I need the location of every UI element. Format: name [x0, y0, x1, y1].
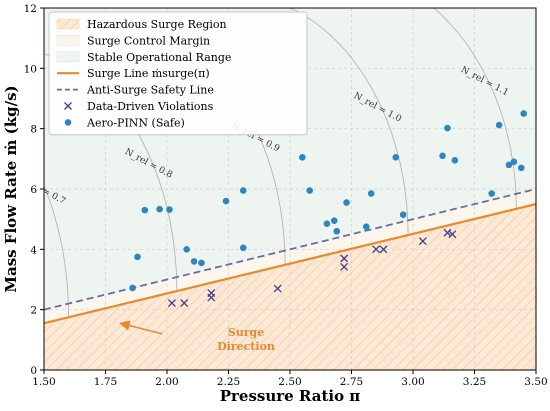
violation-point — [372, 245, 381, 254]
annotation-line-1: Surge — [228, 326, 264, 339]
safe-point — [190, 258, 198, 265]
safe-point — [488, 190, 496, 197]
x-axis-label: Pressure Ratio π — [220, 387, 361, 405]
violation-point — [448, 230, 457, 239]
legend-label: Hazardous Surge Region — [87, 18, 227, 31]
safe-point — [330, 217, 338, 224]
legend-entry: Stable Operational Range — [56, 51, 231, 64]
violation-point — [167, 299, 176, 307]
safe-point — [399, 211, 407, 218]
safe-point — [520, 110, 527, 117]
violation-point — [273, 284, 282, 293]
y-tick-label: 2 — [30, 305, 37, 317]
y-tick-label: 12 — [24, 3, 37, 15]
x-tick-label: 3.00 — [401, 376, 424, 388]
speed-line — [433, 8, 517, 209]
safe-point — [333, 227, 341, 235]
anti-surge-safety-line — [44, 188, 536, 311]
legend-label: Anti-Surge Safety Line — [86, 84, 214, 97]
x-tick-label: 2.00 — [155, 376, 178, 388]
violation-point — [443, 228, 452, 237]
legend-entry: Data-Driven Violations — [64, 100, 214, 113]
safe-point — [392, 154, 400, 161]
violation-point — [340, 254, 349, 263]
x-axis-ticks: 1.50 1.75 2.00 2.25 2.50 2.75 3.00 3.25 3.50 — [32, 370, 548, 388]
legend-entry: Surge Control Margin — [56, 34, 210, 47]
safe-point — [134, 253, 141, 261]
x-tick-label: 2.75 — [340, 376, 363, 388]
violation-point — [180, 299, 189, 307]
y-tick-label: 0 — [30, 365, 37, 377]
safe-point — [299, 154, 306, 161]
legend-label: Aero-PINN (Safe) — [86, 116, 185, 129]
legend-box — [48, 11, 308, 136]
safe-point — [166, 206, 173, 213]
x-tick-label: 1.50 — [32, 376, 55, 388]
safe-point — [141, 206, 149, 214]
speed-line — [289, 8, 409, 236]
safe-point — [239, 244, 247, 252]
violation-point — [340, 262, 349, 271]
legend-label: Surge Line ṁsurge(π) — [87, 67, 210, 80]
boundary-lines — [44, 188, 536, 325]
safe-point — [239, 187, 247, 194]
safe-point — [439, 152, 446, 160]
safe-point — [183, 246, 190, 253]
safe-point — [323, 220, 331, 227]
y-axis-ticks: 0 2 4 6 8 10 12 — [24, 3, 44, 377]
x-tick-label: 3.25 — [463, 376, 486, 388]
safe-point — [495, 121, 503, 129]
safe-point — [306, 187, 313, 194]
legend-entry: Aero-PINN (Safe) — [64, 116, 185, 129]
safe-point — [362, 223, 370, 231]
safe-point — [343, 199, 350, 206]
legend-entry: Surge Line ṁsurge(π) — [57, 67, 210, 80]
safe-point — [367, 190, 375, 197]
y-tick-label: 4 — [30, 244, 37, 256]
legend: Hazardous Surge Region Surge Control Marg… — [48, 11, 308, 136]
x-tick-label: 1.75 — [94, 376, 117, 388]
y-tick-label: 8 — [30, 124, 37, 136]
safe-point — [451, 157, 459, 164]
safe-point — [156, 205, 163, 213]
safe-point — [129, 284, 136, 292]
safe-point — [198, 259, 205, 267]
safe-point — [517, 164, 525, 172]
legend-label: Stable Operational Range — [87, 51, 231, 64]
safe-point — [505, 161, 513, 169]
legend-label: Data-Driven Violations — [87, 100, 214, 113]
safe-point — [444, 124, 451, 132]
violation-point — [207, 293, 216, 302]
safe-point — [222, 197, 230, 205]
annotation-line-2: Direction — [217, 340, 275, 353]
surge-direction-arrow — [119, 320, 163, 335]
x-tick-label: 2.25 — [217, 376, 240, 388]
y-tick-label: 10 — [24, 63, 37, 75]
legend-entry: Hazardous Surge Region — [56, 18, 227, 31]
x-tick-label: 3.50 — [524, 376, 547, 388]
y-tick-label: 6 — [30, 184, 37, 196]
data-points — [129, 110, 527, 307]
violation-point — [418, 237, 427, 246]
y-axis-label: Mass Flow Rate ṁ (kg/s) — [2, 85, 20, 292]
violation-point — [379, 245, 388, 254]
safe-point — [510, 158, 518, 166]
x-tick-label: 2.50 — [278, 376, 301, 388]
surge-line — [44, 203, 536, 325]
legend-label: Surge Control Margin — [87, 34, 210, 47]
legend-entry: Anti-Surge Safety Line — [57, 84, 214, 97]
speed-line — [44, 184, 70, 318]
